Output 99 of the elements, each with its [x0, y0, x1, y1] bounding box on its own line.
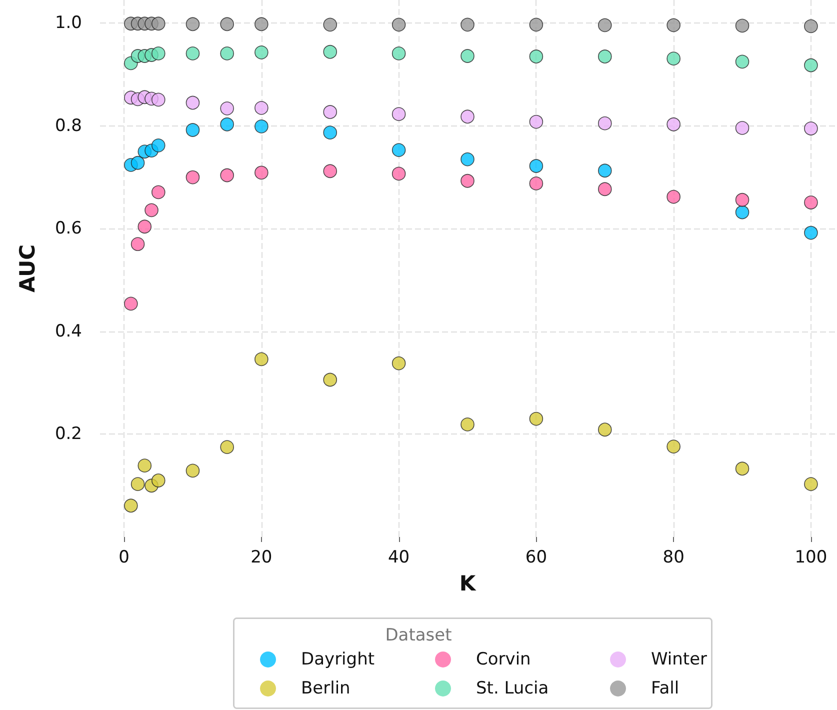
point	[254, 120, 268, 134]
point	[529, 412, 544, 426]
point	[186, 123, 200, 137]
point	[323, 164, 338, 178]
legend-title: Dataset	[385, 626, 452, 646]
point	[152, 138, 166, 152]
point	[666, 440, 680, 454]
point	[804, 19, 818, 34]
point	[152, 16, 166, 31]
y-tick-label: 0.8	[54, 116, 82, 136]
point	[220, 46, 234, 60]
point	[529, 176, 544, 190]
point	[666, 190, 680, 204]
point	[735, 462, 750, 476]
point	[804, 226, 818, 240]
point	[598, 422, 612, 436]
point	[220, 17, 234, 32]
point	[392, 107, 406, 121]
point	[186, 17, 200, 32]
point	[735, 18, 750, 33]
y-tick-label: 1.0	[54, 13, 82, 34]
legend-label: St. Lucia	[476, 678, 549, 698]
point	[186, 96, 200, 110]
point	[152, 185, 166, 200]
point	[323, 18, 338, 32]
legend-label: Corvin	[476, 650, 531, 670]
x-tick-label: 80	[662, 548, 684, 568]
point	[804, 477, 818, 491]
point	[130, 477, 145, 491]
y-tick-label: 0.2	[54, 424, 82, 444]
point	[735, 54, 750, 69]
point	[186, 170, 200, 184]
point	[220, 117, 234, 132]
y-tick-label: 0.6	[54, 218, 82, 239]
point	[392, 356, 406, 370]
legend-label: Berlin	[301, 678, 350, 698]
point	[529, 159, 544, 173]
point	[138, 458, 152, 472]
point	[138, 220, 152, 234]
point	[220, 168, 234, 182]
point	[598, 164, 612, 178]
point	[254, 166, 268, 180]
point	[666, 18, 680, 32]
point	[804, 58, 818, 72]
y-axis-title: AUC	[16, 244, 40, 293]
point	[323, 126, 338, 140]
point	[392, 166, 406, 181]
point	[130, 237, 145, 251]
point	[529, 18, 544, 32]
x-axis-title: K	[459, 572, 476, 596]
point	[460, 18, 474, 32]
x-tick-label: 100	[794, 548, 828, 568]
point	[804, 122, 818, 136]
legend-label: Dayright	[301, 650, 375, 670]
point	[598, 18, 612, 32]
point	[598, 116, 612, 130]
y-tick-label: 0.4	[54, 321, 82, 342]
point	[152, 474, 166, 488]
point	[254, 352, 268, 366]
point	[254, 46, 268, 60]
legend-label: Winter	[651, 650, 708, 670]
x-tick-label: 40	[388, 548, 410, 568]
point	[460, 174, 474, 188]
point	[254, 101, 268, 115]
point	[598, 50, 612, 64]
point	[529, 50, 544, 64]
point	[152, 92, 166, 107]
point	[220, 102, 234, 116]
point	[124, 296, 138, 311]
point	[254, 17, 268, 32]
x-tick-label: 0	[118, 548, 130, 568]
point	[804, 196, 818, 210]
point	[124, 498, 138, 513]
point	[186, 46, 200, 60]
point	[735, 205, 750, 220]
point	[529, 114, 544, 129]
point	[220, 440, 234, 454]
point	[323, 45, 338, 59]
legend-label: Fall	[651, 678, 680, 698]
point	[323, 372, 338, 387]
point	[392, 46, 406, 60]
point	[392, 143, 406, 157]
point	[666, 117, 680, 132]
point	[144, 203, 158, 218]
point	[392, 18, 406, 32]
point	[598, 182, 612, 196]
x-tick-label: 20	[250, 548, 272, 568]
point	[460, 152, 474, 166]
x-tick-label: 60	[525, 548, 548, 568]
point	[666, 52, 680, 66]
point	[460, 110, 474, 124]
point	[460, 49, 474, 63]
point	[735, 193, 750, 207]
point	[130, 156, 145, 170]
point	[152, 46, 166, 60]
point	[323, 105, 338, 119]
point	[460, 418, 474, 432]
point	[186, 464, 200, 478]
point	[735, 121, 750, 135]
